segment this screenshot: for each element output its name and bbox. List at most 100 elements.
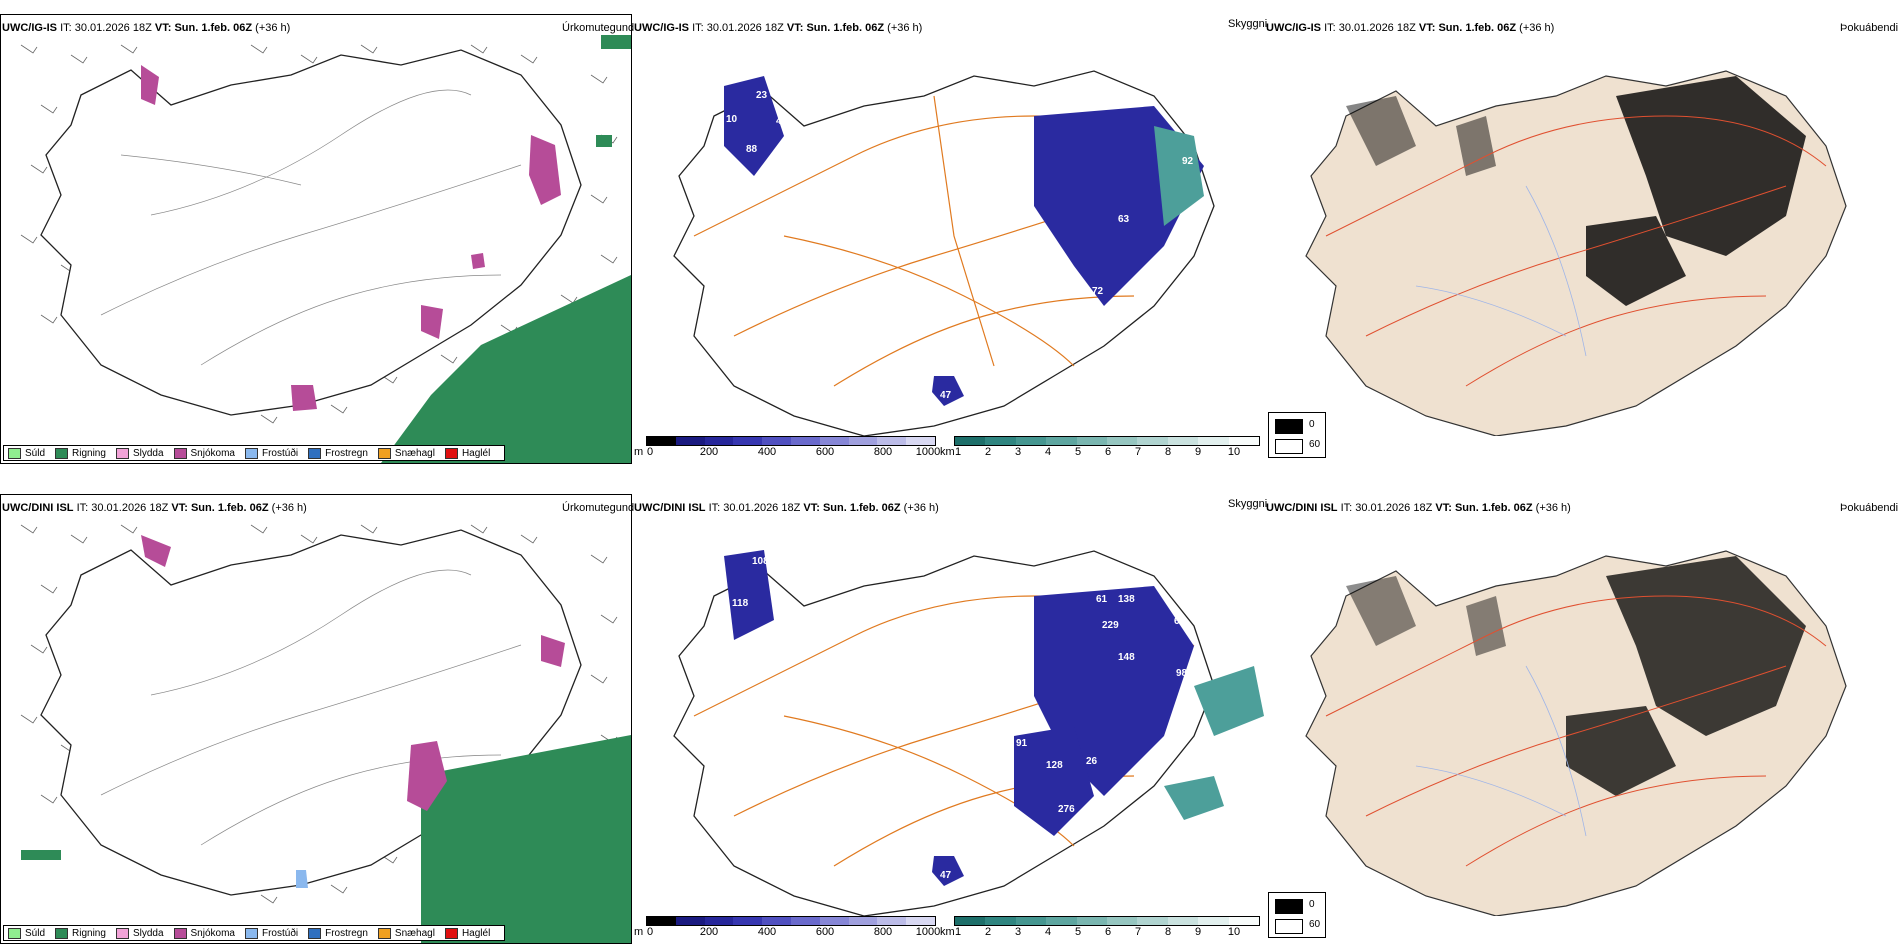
value-label: 128 [1046, 760, 1063, 771]
value-label: 61 [1096, 594, 1108, 605]
fog-areas [1346, 556, 1806, 796]
rain-areas [381, 35, 631, 463]
legend-item: Frostúði [244, 447, 299, 459]
tick: 800 [873, 926, 893, 938]
legend-label: Frostúði [261, 447, 299, 459]
panel-title-fog: Þokuábendi [1840, 22, 1899, 34]
model-name: UWC/DINI ISL [2, 502, 74, 514]
legend-item: Haglél [444, 447, 490, 459]
value-label: 30 [1016, 680, 1028, 691]
legend-item: Snæhagl [377, 927, 435, 939]
model-name: UWC/DINI ISL [1266, 502, 1338, 514]
value-label: 23 [756, 90, 768, 101]
value-label: 118 [732, 598, 749, 609]
fog-swatch-light [1275, 439, 1303, 454]
legend-item: Snæhagl [377, 447, 435, 459]
lead-time: (+36 h) [887, 22, 923, 34]
fog-map-2 [1305, 550, 1847, 916]
tick: 9 [1194, 446, 1202, 458]
fog-swatch-dark [1275, 899, 1303, 914]
value-label: 32 [782, 640, 794, 651]
ceiling-colorbar [646, 436, 936, 446]
tick: 800 [873, 446, 893, 458]
legend-label: Rigning [72, 927, 106, 939]
panel-header: UWC/DINI ISL IT: 30.01.2026 18Z VT: Sun.… [2, 502, 307, 514]
tick: 400 [757, 446, 777, 458]
value-label: 20 [742, 68, 754, 79]
road-network [1325, 115, 1827, 387]
legend-swatch-freezing-rain [308, 447, 322, 459]
legend-swatch-hail [444, 447, 458, 459]
legend-label: Frostúði [261, 927, 299, 939]
legend-label: Frostregn [325, 447, 368, 459]
legend-item: Frostregn [308, 927, 368, 939]
lead-time: (+36 h) [1519, 22, 1555, 34]
row-2: Súld Rigning Slydda Snjókoma Frostúði Fr… [0, 480, 1900, 950]
legend-label: Snæhagl [394, 927, 435, 939]
value-label: 47 [940, 390, 952, 401]
road-network [1325, 595, 1827, 867]
it-value: 30.01.2026 18Z [1338, 22, 1416, 34]
model-name: UWC/DINI ISL [634, 502, 706, 514]
value-label: 72 [1092, 286, 1104, 297]
legend-label: Snæhagl [394, 447, 435, 459]
tick: 5 [1074, 926, 1082, 938]
tick: 8 [1164, 926, 1172, 938]
tick: 7 [1134, 446, 1142, 458]
value-label: 108 [752, 556, 769, 567]
tick: 200 [699, 446, 719, 458]
it-label: IT: [708, 502, 721, 514]
value-label: 10 [726, 114, 738, 125]
tick: 10 [1227, 446, 1241, 458]
roads [100, 89, 522, 366]
model-name: UWC/IG-IS [2, 22, 57, 34]
value-label: 47 [940, 870, 952, 881]
it-value: 30.01.2026 18Z [706, 22, 784, 34]
it-value: 30.01.2026 18Z [723, 502, 801, 514]
lead-time: (+36 h) [255, 22, 291, 34]
tick: 3 [1014, 446, 1022, 458]
legend-item: Frostúði [244, 927, 299, 939]
legend-swatch-sleet [115, 927, 129, 939]
visibility-value-labels: 20 23 45 10 88 120 92 63 96 72 73 53 47 [726, 68, 1194, 401]
tick: 1000 [915, 926, 941, 938]
tick: 600 [815, 446, 835, 458]
legend-swatch-snow-pellets [377, 927, 391, 939]
vt-label: VT: [171, 502, 188, 514]
it-label: IT: [692, 22, 704, 34]
vt-value: Sun. 1.feb. 06Z [822, 502, 901, 514]
lead-time: (+36 h) [903, 502, 939, 514]
fog-swatch-dark [1275, 419, 1303, 434]
panel-header: UWC/IG-IS IT: 30.01.2026 18Z VT: Sun. 1.… [634, 22, 922, 34]
legend-label: Súld [25, 447, 46, 459]
tick: 400 [757, 926, 777, 938]
tick: 4 [1044, 446, 1052, 458]
legend-label: Slydda [132, 927, 164, 939]
value-label: 88 [746, 144, 758, 155]
legend-swatch-freezing-drizzle [244, 927, 258, 939]
legend-item: Frostregn [308, 447, 368, 459]
legend-item: Rigning [55, 447, 106, 459]
legend-label: Snjókoma [190, 927, 235, 939]
rivers [1415, 665, 1587, 837]
tick: 2 [984, 926, 992, 938]
value-label: 26 [1086, 756, 1098, 767]
legend-label: Frostregn [325, 927, 368, 939]
legend-swatch-snow-pellets [377, 447, 391, 459]
legend-swatch-sudd [8, 927, 21, 939]
value-label: 276 [1058, 804, 1075, 815]
lead-time: (+36 h) [271, 502, 307, 514]
lead-time: (+36 h) [1535, 502, 1571, 514]
it-label: IT: [76, 502, 89, 514]
vt-value: Sun. 1.feb. 06Z [190, 502, 269, 514]
ceiling-colorbar [646, 916, 936, 926]
tick: 1 [954, 926, 962, 938]
legend-item: Rigning [55, 927, 106, 939]
fog-map-1 [1305, 70, 1847, 436]
legend-swatch-rain [55, 927, 69, 939]
value-label: 148 [1118, 652, 1135, 663]
rivers [1415, 185, 1587, 357]
ceiling-unit: m [634, 926, 644, 938]
vt-label: VT: [1435, 502, 1452, 514]
fog-label-dark: 0 [1309, 899, 1315, 910]
